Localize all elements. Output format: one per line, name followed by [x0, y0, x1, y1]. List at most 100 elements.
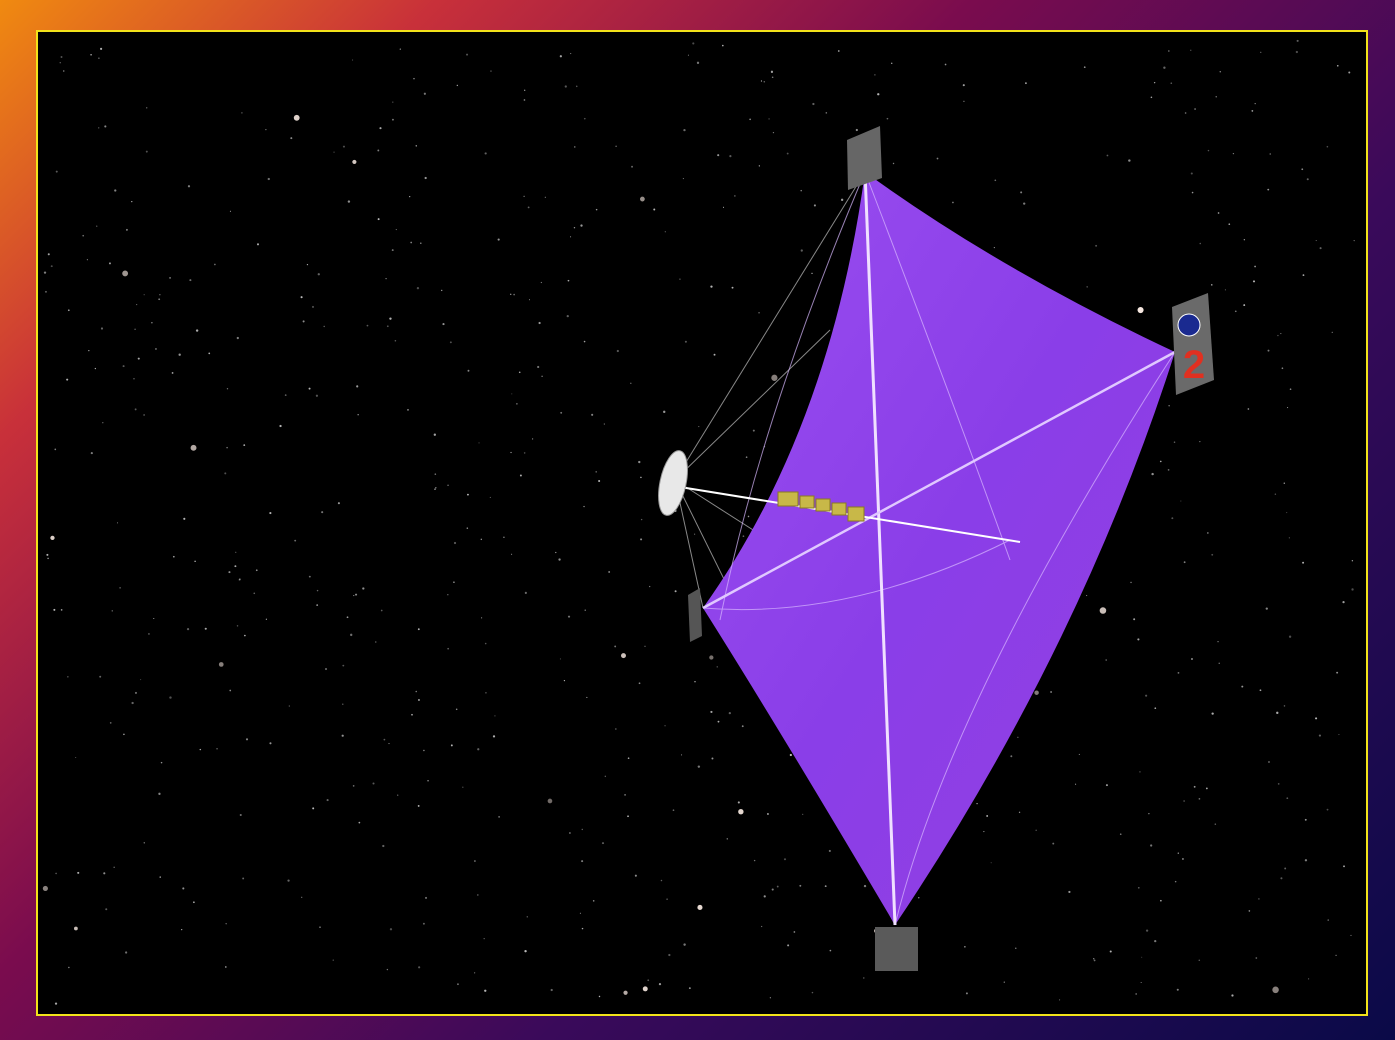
star [187, 628, 189, 630]
star [1336, 672, 1338, 674]
star [1352, 560, 1353, 561]
star [307, 264, 308, 265]
star [60, 62, 61, 63]
star [55, 873, 57, 875]
star [771, 71, 773, 73]
star [55, 1002, 57, 1004]
star [450, 341, 452, 343]
star [169, 696, 171, 698]
star [224, 472, 226, 474]
star [159, 876, 160, 877]
star [663, 411, 665, 413]
star [1178, 852, 1179, 853]
star [812, 103, 814, 105]
star [1138, 887, 1140, 889]
star [96, 226, 97, 227]
star [675, 590, 677, 592]
star [1296, 51, 1298, 53]
star [874, 74, 875, 75]
star [44, 271, 46, 273]
star [413, 78, 415, 80]
star [384, 739, 386, 741]
star [98, 58, 99, 59]
star [1249, 910, 1251, 912]
star [734, 195, 736, 197]
star [976, 803, 977, 804]
star [333, 959, 334, 960]
star [493, 735, 495, 737]
star [411, 714, 413, 716]
star [389, 317, 391, 319]
star [434, 488, 436, 490]
star [103, 872, 105, 874]
star [179, 354, 181, 356]
star [68, 967, 69, 968]
star [143, 414, 144, 415]
star [787, 944, 789, 946]
star [123, 365, 125, 367]
star [1286, 512, 1287, 513]
star [468, 370, 470, 372]
star [770, 997, 771, 998]
star [772, 76, 774, 78]
star [1151, 97, 1153, 99]
star [746, 456, 748, 458]
star [214, 264, 216, 266]
star [68, 309, 70, 311]
star [570, 53, 571, 54]
star [1199, 441, 1200, 442]
star [711, 758, 713, 760]
star [353, 785, 355, 787]
star [1327, 919, 1328, 920]
star [1284, 705, 1286, 707]
star [771, 375, 777, 381]
star [1343, 865, 1345, 867]
star [1068, 891, 1070, 893]
star [388, 743, 389, 744]
star [511, 393, 512, 394]
star [856, 129, 858, 131]
star [945, 64, 947, 66]
star [454, 542, 456, 544]
star [1218, 641, 1219, 642]
star [1141, 982, 1142, 983]
star [529, 299, 530, 300]
star [753, 430, 755, 432]
star [1177, 989, 1179, 991]
star [50, 536, 54, 540]
star [400, 48, 401, 49]
star [312, 807, 314, 809]
star [685, 341, 687, 343]
star [357, 414, 358, 415]
star [614, 645, 616, 647]
star [1010, 755, 1012, 757]
star [119, 587, 120, 588]
star [1151, 473, 1153, 475]
star [1286, 797, 1288, 799]
star [67, 676, 68, 677]
star [1163, 67, 1165, 69]
star [420, 243, 421, 244]
star [47, 558, 49, 560]
star [598, 480, 600, 482]
star [418, 699, 420, 701]
star [1260, 689, 1262, 691]
star [749, 119, 751, 121]
star [1185, 112, 1187, 114]
star [814, 204, 816, 206]
star [125, 951, 127, 953]
star [104, 125, 106, 127]
star [709, 655, 713, 659]
star [378, 218, 380, 220]
star [392, 119, 394, 121]
star [1128, 159, 1130, 161]
star [1135, 993, 1137, 995]
star [661, 880, 663, 882]
star [688, 55, 689, 56]
star [196, 329, 198, 331]
star [135, 692, 137, 694]
star [767, 813, 769, 815]
star [1184, 561, 1186, 563]
star [54, 449, 56, 451]
star [1194, 786, 1196, 788]
